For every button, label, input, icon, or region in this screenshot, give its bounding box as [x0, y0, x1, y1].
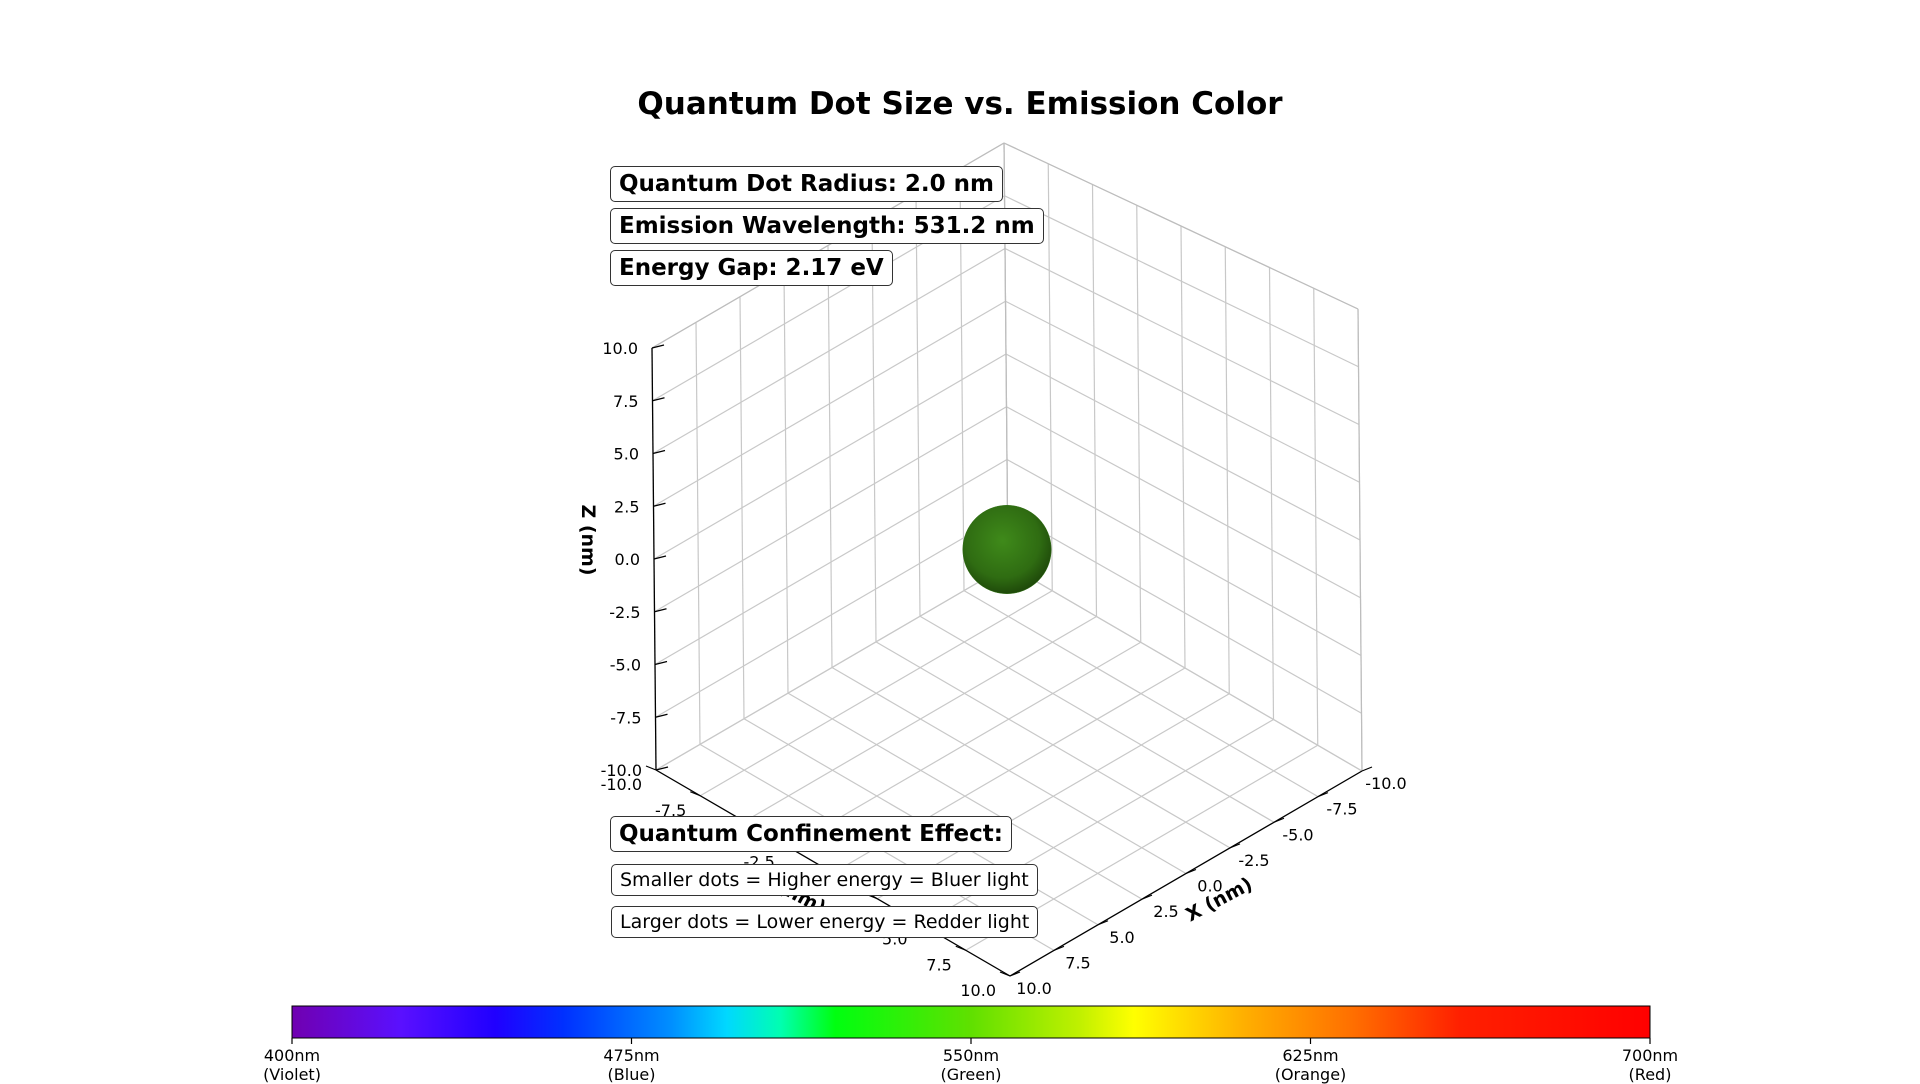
colorbar-tick-label: 550nm (Green)	[940, 1046, 1002, 1084]
x-tick-label: 7.5	[1065, 953, 1090, 972]
pane-edge	[1357, 308, 1363, 772]
grid-right-y	[1313, 288, 1319, 746]
z-tick-mark	[652, 449, 666, 455]
energy-label: Energy Gap: 2.17 eV	[610, 250, 893, 286]
z-tick-mark	[654, 660, 668, 666]
x-tick-label: 0.0	[1197, 877, 1222, 896]
y-tick-label: -10.0	[601, 775, 642, 794]
z-tick-label: -10.0	[601, 761, 642, 780]
effect-line-smaller: Smaller dots = Higher energy = Bluer lig…	[611, 864, 1038, 896]
z-tick-label: 10.0	[602, 339, 638, 358]
colorbar-tick-label: 625nm (Orange)	[1274, 1046, 1347, 1084]
z-tick-label: 2.5	[614, 497, 639, 516]
x-tick-mark	[1097, 920, 1109, 926]
z-axis-label: Z (nm)	[577, 504, 599, 575]
x-tick-mark	[1009, 971, 1021, 977]
grid-right-z	[1004, 247, 1360, 426]
grid-left-z	[653, 300, 1006, 507]
z-tick-mark	[653, 502, 666, 507]
y-tick-mark	[645, 765, 657, 771]
z-tick-mark	[655, 766, 669, 771]
z-tick-label: 7.5	[613, 392, 638, 411]
grid-right-z	[1004, 195, 1359, 368]
y-tick-label: 10.0	[960, 981, 996, 1000]
z-tick-label: 0.0	[615, 550, 640, 569]
y-tick-label: 7.5	[926, 955, 951, 974]
wavelength-label: Emission Wavelength: 531.2 nm	[610, 208, 1044, 244]
x-tick-label: -2.5	[1238, 851, 1269, 870]
grid-left-x	[783, 271, 789, 694]
x-tick-mark	[1141, 894, 1153, 900]
x-tick-mark	[1185, 868, 1197, 875]
grid-left-z	[653, 353, 1007, 560]
z-tick-label: -5.0	[610, 656, 641, 675]
grid-right-y	[1224, 246, 1230, 694]
z-tick-mark	[653, 555, 667, 560]
z-tick-label: 5.0	[614, 445, 639, 464]
grid-right-z	[1005, 353, 1361, 541]
y-tick-mark	[955, 945, 966, 951]
x-tick-label: -5.0	[1282, 825, 1313, 844]
chart-title: Quantum Dot Size vs. Emission Color	[637, 86, 1283, 122]
radius-label: Quantum Dot Radius: 2.0 nm	[610, 166, 1003, 202]
x-tick-mark	[1361, 766, 1373, 772]
x-tick-label: 10.0	[1016, 979, 1052, 998]
z-tick-mark	[651, 344, 665, 349]
z-tick-mark	[655, 713, 668, 718]
x-tick-label: 2.5	[1153, 902, 1178, 921]
grid-right-y	[1268, 267, 1275, 720]
colorbar-tick-label: 400nm (Violet)	[263, 1046, 321, 1084]
x-tick-mark	[1273, 817, 1285, 823]
grid-left-z	[652, 247, 1006, 455]
z-tick-label: -2.5	[609, 603, 640, 622]
effect-line-larger: Larger dots = Lower energy = Redder ligh…	[611, 906, 1039, 938]
y-tick-mark	[690, 791, 701, 797]
grid-bottom-x	[787, 692, 1143, 900]
effect-heading: Quantum Confinement Effect:	[610, 816, 1012, 852]
z-tick-label: -7.5	[610, 708, 641, 727]
x-tick-label: -7.5	[1326, 800, 1357, 819]
y-tick-label: -7.5	[655, 801, 686, 820]
x-tick-mark	[1317, 792, 1329, 798]
x-tick-mark	[1053, 945, 1065, 951]
pane-edge	[1003, 142, 1359, 310]
z-tick-mark	[654, 608, 667, 613]
x-tick-mark	[1229, 843, 1241, 849]
colorbar-gradient	[291, 1005, 1651, 1039]
x-tick-label: 5.0	[1109, 928, 1134, 947]
quantum-dot-sphere	[962, 505, 1052, 594]
grid-left-x	[739, 296, 745, 719]
z-tick-mark	[652, 397, 665, 402]
grid-left-x	[695, 322, 701, 745]
colorbar	[291, 1005, 1651, 1044]
colorbar-tick-label: 700nm (Red)	[1621, 1046, 1679, 1084]
sphere-marks	[962, 505, 1052, 594]
colorbar-tick-label: 475nm (Blue)	[603, 1046, 660, 1084]
x-tick-label: -10.0	[1365, 774, 1406, 793]
y-tick-mark	[999, 971, 1011, 977]
grid-right-z	[1005, 300, 1360, 483]
